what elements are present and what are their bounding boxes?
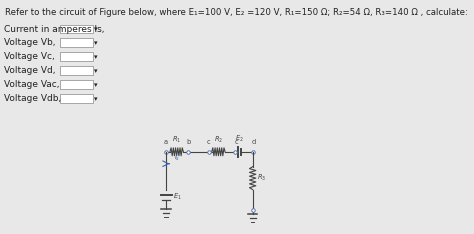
- Text: ▾: ▾: [93, 40, 97, 46]
- Text: b: b: [187, 139, 191, 145]
- Bar: [60, 52, 93, 61]
- Text: $R_1$: $R_1$: [172, 135, 181, 145]
- Bar: [60, 25, 93, 33]
- Text: a: a: [163, 139, 167, 145]
- Text: $E_2$: $E_2$: [235, 134, 244, 144]
- Text: Refer to the circuit of Figure below, where E₁=100 V, E₂ =120 V, R₁=150 Ω; R₂=54: Refer to the circuit of Figure below, wh…: [5, 8, 467, 17]
- Bar: [60, 80, 93, 89]
- Bar: [60, 38, 93, 48]
- Text: Voltage Vd,: Voltage Vd,: [4, 66, 55, 75]
- Text: ▾: ▾: [93, 96, 97, 102]
- Text: Voltage Vac,: Voltage Vac,: [4, 80, 59, 89]
- Text: Voltage Vb,: Voltage Vb,: [4, 38, 55, 48]
- Text: ▾: ▾: [93, 68, 97, 74]
- Text: Current in amperes Is,: Current in amperes Is,: [4, 25, 104, 33]
- Text: ▾: ▾: [93, 82, 97, 88]
- Text: ▾: ▾: [93, 26, 97, 32]
- Text: $I_s$: $I_s$: [174, 153, 180, 163]
- Text: c: c: [207, 139, 210, 145]
- Bar: [60, 94, 93, 103]
- Text: $R_3$: $R_3$: [256, 173, 266, 183]
- Text: d: d: [251, 139, 255, 145]
- Text: ▾: ▾: [93, 54, 97, 60]
- Text: $E_1$: $E_1$: [173, 191, 182, 202]
- Bar: [60, 66, 93, 75]
- Text: $R_2$: $R_2$: [214, 135, 223, 145]
- Text: Voltage Vc,: Voltage Vc,: [4, 52, 55, 61]
- Text: Voltage Vdb,: Voltage Vdb,: [4, 94, 61, 103]
- Text: c: c: [234, 139, 238, 145]
